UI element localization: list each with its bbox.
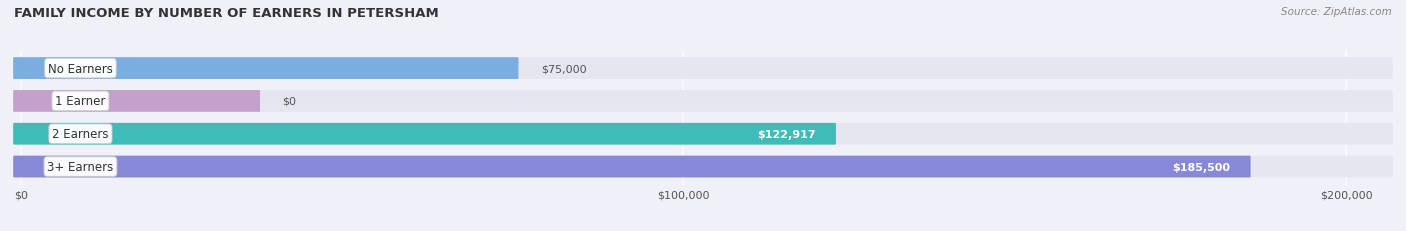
Text: $75,000: $75,000 [541, 64, 586, 74]
Polygon shape [14, 124, 1392, 144]
Polygon shape [14, 91, 1392, 112]
Text: No Earners: No Earners [48, 62, 112, 75]
Text: 1 Earner: 1 Earner [55, 95, 105, 108]
Text: $122,917: $122,917 [756, 129, 815, 139]
Text: Source: ZipAtlas.com: Source: ZipAtlas.com [1281, 7, 1392, 17]
Text: FAMILY INCOME BY NUMBER OF EARNERS IN PETERSHAM: FAMILY INCOME BY NUMBER OF EARNERS IN PE… [14, 7, 439, 20]
Polygon shape [14, 59, 517, 79]
Text: 3+ Earners: 3+ Earners [48, 160, 114, 173]
Text: 2 Earners: 2 Earners [52, 128, 108, 141]
Text: $0: $0 [283, 97, 297, 106]
Polygon shape [14, 91, 259, 112]
Polygon shape [14, 157, 1250, 177]
Text: $185,500: $185,500 [1173, 162, 1230, 172]
Polygon shape [14, 59, 1392, 79]
Polygon shape [14, 157, 1392, 177]
Polygon shape [14, 124, 835, 144]
